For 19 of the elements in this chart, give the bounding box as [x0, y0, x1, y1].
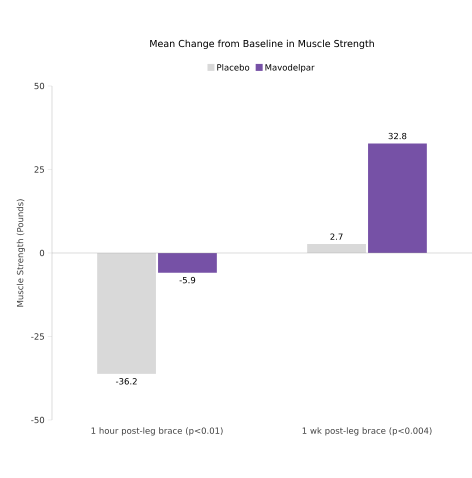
data-label: -5.9 [180, 276, 196, 284]
y-tick-label: 0 [40, 250, 44, 256]
y-tick-label: 25 [34, 166, 44, 173]
chart-title: Mean Change from Baseline in Muscle Strength [150, 40, 374, 49]
x-tick-label: 1 hour post-leg brace (p<0.01) [92, 427, 223, 436]
y-tick-label: -25 [31, 333, 44, 340]
y-tick-label: 50 [34, 82, 44, 90]
y-tick-label: -50 [31, 416, 44, 424]
data-label: 32.8 [388, 132, 406, 140]
y-axis-title: Muscle Strength (Pounds) [16, 199, 25, 307]
bar [307, 244, 366, 253]
bar [158, 253, 217, 273]
x-tick-label: 1 wk post-leg brace (p<0.004) [302, 427, 432, 436]
legend-label: Placebo [217, 64, 250, 71]
data-label: -36.2 [116, 378, 137, 385]
bar [97, 253, 156, 374]
data-label: 2.7 [330, 233, 343, 240]
legend-label: Mavodelpar [265, 64, 315, 72]
bar [368, 143, 427, 253]
